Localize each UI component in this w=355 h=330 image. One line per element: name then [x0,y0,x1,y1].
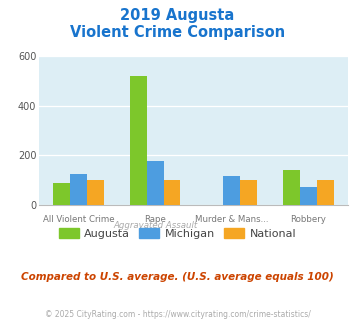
Text: © 2025 CityRating.com - https://www.cityrating.com/crime-statistics/: © 2025 CityRating.com - https://www.city… [45,310,310,319]
Bar [53,183,70,205]
Bar [300,187,317,205]
Text: Compared to U.S. average. (U.S. average equals 100): Compared to U.S. average. (U.S. average … [21,272,334,282]
Text: Aggravated Assault: Aggravated Assault [113,221,197,230]
Bar [147,161,164,205]
Text: Robbery: Robbery [291,215,327,224]
Bar [223,176,240,205]
Bar [240,180,257,205]
Text: All Violent Crime: All Violent Crime [43,215,114,224]
Legend: Augusta, Michigan, National: Augusta, Michigan, National [55,225,300,243]
Bar [130,76,147,205]
Bar [283,170,300,205]
Bar [87,180,104,205]
Text: Rape: Rape [144,215,166,224]
Bar [70,174,87,205]
Text: 2019 Augusta: 2019 Augusta [120,8,235,23]
Bar [164,180,180,205]
Text: Violent Crime Comparison: Violent Crime Comparison [70,25,285,40]
Text: Murder & Mans...: Murder & Mans... [195,215,269,224]
Bar [317,180,334,205]
